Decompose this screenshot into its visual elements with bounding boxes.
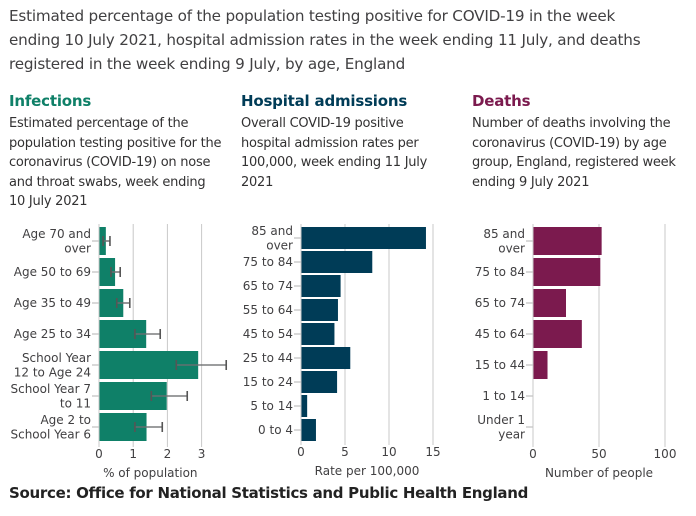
deaths-category-label: Under 1 <box>477 413 525 427</box>
deaths-category-label: 45 to 64 <box>475 327 525 341</box>
infections-category-label: over <box>64 241 91 255</box>
hospital-category-label: 45 to 54 <box>243 327 293 341</box>
deaths-bar <box>533 227 602 255</box>
hospital-x-tick-label: 0 <box>297 445 305 459</box>
hospital-bar <box>301 275 341 297</box>
hospital-category-label: 15 to 24 <box>243 375 293 389</box>
infections-x-tick-label: 3 <box>198 447 206 461</box>
infections-category-label: Age 50 to 69 <box>14 265 91 279</box>
deaths-bar <box>533 320 582 348</box>
source-note: Source: Office for National Statistics a… <box>9 484 529 502</box>
infections-panel-subtitle: Estimated percentage of the population t… <box>9 116 222 209</box>
deaths-panel-title: Deaths <box>472 92 531 110</box>
hospital-category-label: over <box>266 238 293 252</box>
deaths-panel-subtitle: Number of deaths involving the coronavir… <box>472 116 676 190</box>
chart-title: Estimated percentage of the population t… <box>9 7 641 73</box>
hospital-bar <box>301 299 338 321</box>
hospital-x-tick-label: 15 <box>425 445 440 459</box>
deaths-category-label: 85 and <box>483 227 525 241</box>
deaths-category-label: 65 to 74 <box>475 296 525 310</box>
deaths-category-label: 75 to 84 <box>475 265 525 279</box>
infections-category-label: School Year <box>22 351 91 365</box>
hospital-category-label: 85 and <box>251 224 293 238</box>
hospital-x-tick-label: 10 <box>381 445 396 459</box>
infections-x-axis-title: % of population <box>103 466 197 480</box>
hospital-category-label: 75 to 84 <box>243 255 293 269</box>
deaths-category-label: year <box>498 427 525 441</box>
hospital-x-tick-label: 5 <box>341 445 349 459</box>
infections-category-label: Age 35 to 49 <box>14 296 91 310</box>
hospital-bar <box>301 251 373 273</box>
infections-category-label: to 11 <box>60 396 91 410</box>
hospital-panel-subtitle: Overall COVID-19 positive hospital admis… <box>241 116 428 190</box>
infections-category-label: School Year 7 <box>10 382 91 396</box>
infections-bar <box>99 258 116 286</box>
deaths-x-axis-title: Number of people <box>545 466 653 480</box>
deaths-bar <box>533 289 566 317</box>
hospital-category-label: 25 to 44 <box>243 351 293 365</box>
deaths-category-label: 1 to 14 <box>482 389 525 403</box>
hospital-bar <box>301 395 308 417</box>
deaths-x-tick-label: 100 <box>654 447 677 461</box>
hospital-bar <box>301 419 316 441</box>
hospital-category-label: 0 to 4 <box>258 423 293 437</box>
hospital-bar <box>301 347 351 369</box>
infections-x-tick-label: 1 <box>129 447 137 461</box>
hospital-category-label: 65 to 74 <box>243 279 293 293</box>
infections-panel-title: Infections <box>9 92 92 110</box>
hospital-bar <box>301 371 338 393</box>
deaths-x-tick-label: 0 <box>529 447 537 461</box>
deaths-bar <box>533 351 548 379</box>
infections-category-label: Age 25 to 34 <box>14 327 91 341</box>
infections-x-tick-label: 0 <box>95 447 103 461</box>
infections-category-label: School Year 6 <box>10 427 91 441</box>
infections-category-label: 12 to Age 24 <box>14 365 91 379</box>
hospital-category-label: 5 to 14 <box>250 399 293 413</box>
infections-category-label: Age 70 and <box>22 227 91 241</box>
hospital-bar <box>301 227 426 249</box>
hospital-bar <box>301 323 335 345</box>
deaths-category-label: over <box>498 241 525 255</box>
deaths-category-label: 15 to 44 <box>475 358 525 372</box>
hospital-x-axis-title: Rate per 100,000 <box>315 464 420 478</box>
hospital-panel-title: Hospital admissions <box>241 92 408 110</box>
deaths-x-tick-label: 50 <box>591 447 606 461</box>
infections-x-tick-label: 2 <box>164 447 172 461</box>
infections-category-label: Age 2 to <box>40 413 91 427</box>
deaths-bar <box>533 258 601 286</box>
hospital-category-label: 55 to 64 <box>243 303 293 317</box>
